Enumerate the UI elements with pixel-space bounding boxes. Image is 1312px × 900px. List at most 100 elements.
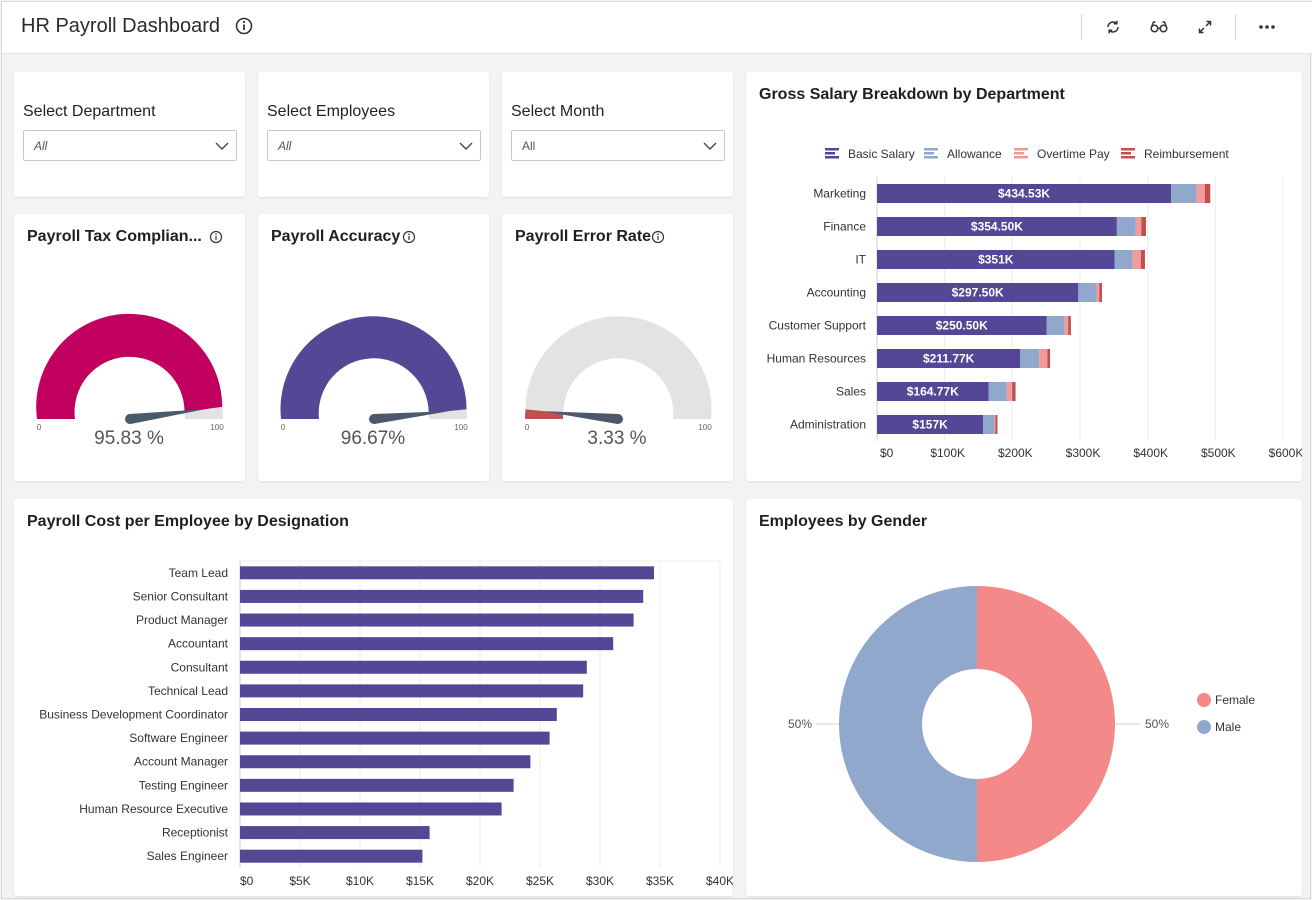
card-title: Employees by Gender <box>759 513 928 530</box>
bar-segment <box>1039 349 1048 368</box>
bar-segment <box>877 250 1115 269</box>
bar-segment <box>1196 184 1205 203</box>
gauge-needle-hub <box>125 414 135 424</box>
gauge-min-label: 0 <box>37 423 42 432</box>
x-tick-label: $400K <box>1133 446 1168 460</box>
gauge-fill <box>36 313 223 419</box>
bar <box>240 826 430 840</box>
page-title: HR Payroll Dashboard <box>21 15 220 37</box>
header-divider <box>1235 14 1236 40</box>
bar-segment <box>877 283 1079 302</box>
bar-segment <box>1116 217 1136 236</box>
bar-segment <box>877 316 1047 335</box>
legend-label: Basic Salary <box>848 147 915 161</box>
bar <box>240 849 423 863</box>
gauge-min-label: 0 <box>281 423 286 432</box>
chevron-down-icon <box>702 138 718 159</box>
gauge-needle-hub <box>613 414 623 424</box>
legend-label: Allowance <box>947 147 1002 161</box>
x-tick-label: $0 <box>880 446 894 460</box>
bar-segment <box>1068 316 1071 335</box>
bar-segment <box>1204 184 1211 203</box>
info-icon[interactable] <box>234 16 254 36</box>
glasses-icon[interactable] <box>1146 14 1172 40</box>
category-label: Human Resource Executive <box>79 802 228 816</box>
category-label: IT <box>855 253 866 267</box>
bar <box>240 660 587 674</box>
select-value: All <box>278 139 292 153</box>
employees-select[interactable]: All <box>267 130 481 161</box>
filter-label: Select Month <box>511 103 605 120</box>
bar <box>240 778 514 792</box>
more-icon[interactable] <box>1254 14 1280 40</box>
bar-segment <box>1046 316 1065 335</box>
filter-card-department: Select Department All <box>14 72 245 197</box>
filter-card-employees: Select Employees All <box>258 72 489 197</box>
gauge-card-accuracy: Payroll Accuracy 0 100 96.67% <box>258 214 489 481</box>
bar-segment <box>1064 316 1069 335</box>
x-tick-label: $40K <box>706 874 733 888</box>
bar-data-label: $211.77K <box>923 352 975 366</box>
bar <box>240 731 550 745</box>
bar-segment <box>1135 217 1142 236</box>
gauge-needle <box>373 411 450 424</box>
card-title: Payroll Accuracy <box>271 228 401 245</box>
info-icon[interactable] <box>651 230 665 244</box>
gauge-chart: 0 100 <box>36 313 224 432</box>
x-tick-label: $10K <box>346 874 374 888</box>
gauge-card-tax-compliance: Payroll Tax Complian... 0 100 95.83 % <box>14 214 245 481</box>
gauge-needle <box>129 409 206 424</box>
x-tick-label: $300K <box>1066 446 1101 460</box>
bar-segment <box>1078 283 1097 302</box>
category-label: Testing Engineer <box>139 778 228 792</box>
legend-swatch <box>1014 148 1028 151</box>
category-label: Technical Lead <box>148 684 228 698</box>
select-value: All <box>522 139 536 153</box>
gauge-track <box>428 409 467 419</box>
bar-data-label: $354.50K <box>971 220 1023 234</box>
chevron-down-icon <box>214 138 230 159</box>
x-tick-label: $0 <box>240 874 254 888</box>
category-label: Administration <box>790 418 866 432</box>
legend-swatch <box>924 148 938 151</box>
expand-icon[interactable] <box>1192 14 1218 40</box>
donut-slice <box>839 586 977 862</box>
x-tick-label: $25K <box>526 874 554 888</box>
bar-segment <box>1099 283 1102 302</box>
gauge-fill <box>525 409 564 419</box>
info-icon[interactable] <box>209 230 223 244</box>
gauge-chart: 0 100 <box>525 316 712 432</box>
x-tick-label: $35K <box>646 874 674 888</box>
bar <box>240 755 531 769</box>
bar-data-label: $351K <box>978 253 1014 267</box>
bar-data-label: $164.77K <box>907 385 959 399</box>
legend-label: Overtime Pay <box>1037 147 1110 161</box>
slice-label: 50% <box>788 717 812 731</box>
card-title: Gross Salary Breakdown by Department <box>759 86 1065 103</box>
bar-data-label: $297.50K <box>952 286 1004 300</box>
month-select[interactable]: All <box>511 130 725 161</box>
info-icon[interactable] <box>402 230 416 244</box>
x-tick-label: $100K <box>930 446 965 460</box>
bar-data-label: $250.50K <box>936 319 988 333</box>
gauge-track <box>525 316 712 419</box>
refresh-icon[interactable] <box>1100 14 1126 40</box>
filter-label: Select Department <box>23 103 156 120</box>
card-title: Payroll Error Rate <box>515 228 652 245</box>
legend-swatch <box>924 152 934 155</box>
slice-label: 50% <box>1145 717 1169 731</box>
bar-segment <box>995 415 998 434</box>
gauge-max-label: 100 <box>454 423 468 432</box>
gauge-needle-hub <box>369 414 379 424</box>
gauge-value: 96.67% <box>340 428 406 449</box>
gauge-fill <box>280 316 467 419</box>
bar <box>240 566 654 580</box>
category-label: Sales Engineer <box>147 849 228 863</box>
category-label: Business Development Coordinator <box>39 708 228 722</box>
card-title: Payroll Cost per Employee by Designation <box>27 513 349 530</box>
legend-swatch <box>1121 148 1135 151</box>
department-select[interactable]: All <box>23 130 237 161</box>
select-value: All <box>34 139 48 153</box>
gauge-track <box>184 406 223 419</box>
